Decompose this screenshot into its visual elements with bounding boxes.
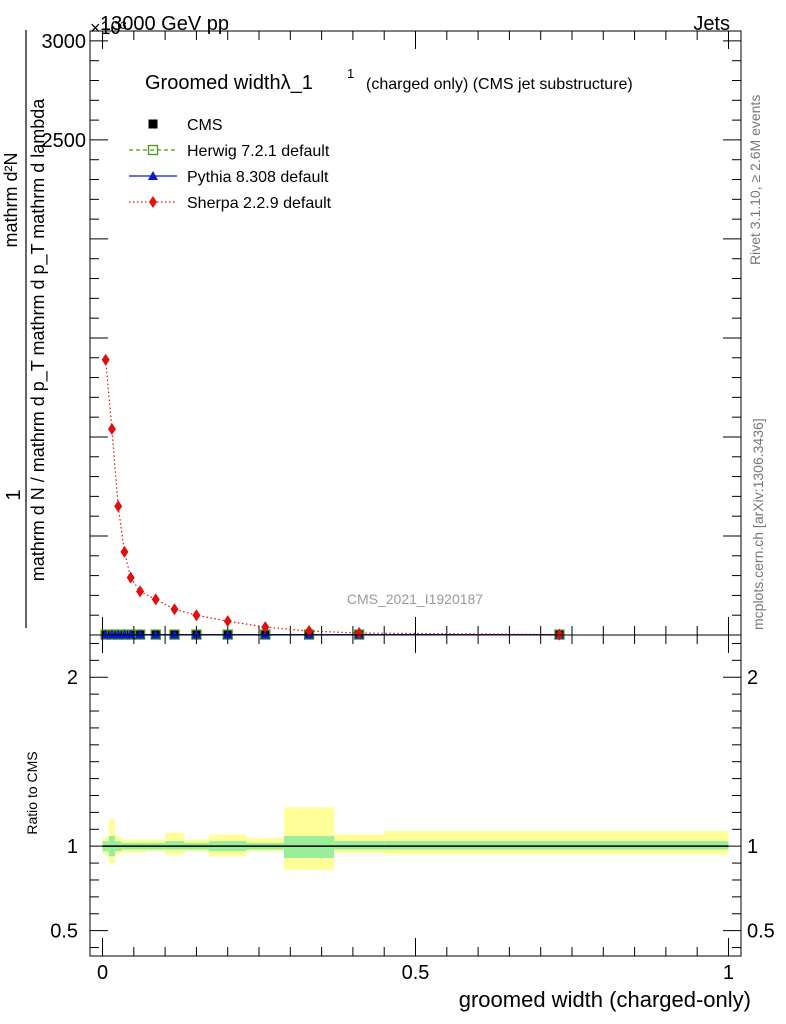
series-point xyxy=(170,603,179,616)
header-energy-label: 13000 GeV pp xyxy=(100,13,229,35)
y-axis-label-denominator: mathrm d N / mathrm d p_T mathrm d p_T m… xyxy=(28,98,49,581)
series-point xyxy=(149,196,157,208)
series-point xyxy=(106,629,117,639)
main-y-tick-label: 3000 xyxy=(42,31,87,53)
header-jets-label: Jets xyxy=(693,13,730,35)
series-line xyxy=(105,359,560,636)
series-point xyxy=(113,629,124,639)
analysis-watermark: CMS_2021_I1920187 xyxy=(347,591,483,607)
ratio-axis-ticks: 0.5 0.5 1 1 2 2 0 0.5 1 xyxy=(50,635,775,984)
series-point xyxy=(305,625,314,638)
ratio-y-tick-label-left: 1 xyxy=(67,836,78,858)
plot-title-suffix: (charged only) (CMS jet substructure) xyxy=(366,76,633,93)
series-point xyxy=(135,629,146,639)
legend-entry: Herwig 7.2.1 default xyxy=(129,143,330,160)
plot-title-superscript: 1 xyxy=(347,66,354,81)
ratio-stat-band xyxy=(165,841,184,850)
series-sherpa xyxy=(101,353,564,641)
series-point xyxy=(223,615,232,628)
y-exponent-label: ×10³ xyxy=(90,18,127,38)
legend-label: CMS xyxy=(187,117,223,134)
legend-label: Herwig 7.2.1 default xyxy=(187,143,330,160)
ratio-stat-band xyxy=(334,841,385,850)
series-point xyxy=(120,545,129,558)
series-point xyxy=(148,119,158,129)
y-axis-label-overlay: mathrm d²N xyxy=(1,152,21,247)
series-point xyxy=(100,629,111,639)
x-tick-label: 1 xyxy=(723,962,734,984)
ratio-plot-frame xyxy=(89,634,742,957)
series-point xyxy=(107,423,116,436)
ratio-y-axis-label: Ratio to CMS xyxy=(24,751,40,834)
main-series-group xyxy=(100,353,565,641)
legend-entry: Sherpa 2.2.9 default xyxy=(129,195,332,212)
ratio-y-tick-label-left: 2 xyxy=(67,667,78,689)
x-tick-label: 0.5 xyxy=(402,962,430,984)
series-point xyxy=(151,593,160,606)
series-point xyxy=(355,627,364,640)
legend-label: Pythia 8.308 default xyxy=(187,169,329,186)
plot-title: Groomed widthλ_1 xyxy=(145,72,313,94)
series-point xyxy=(101,353,110,366)
legend-entry: CMS xyxy=(148,117,223,134)
series-point xyxy=(114,500,123,513)
series-point xyxy=(119,629,130,639)
series-point xyxy=(192,609,201,622)
y-axis-label: 1 mathrm d N / mathrm d p_T mathrm d p_T… xyxy=(1,98,49,581)
series-point xyxy=(136,585,145,598)
series-point xyxy=(150,629,161,639)
legend: CMS Herwig 7.2.1 default Pythia 8.308 defa… xyxy=(129,117,332,212)
x-axis-label: groomed width (charged-only) xyxy=(459,987,751,1012)
rivet-version-label: Rivet 3.1.10, ≥ 2.6M events xyxy=(747,95,763,265)
ratio-stat-band xyxy=(284,836,335,859)
series-point xyxy=(125,629,136,639)
series-point xyxy=(148,171,158,180)
ratio-stat-band xyxy=(384,841,729,850)
series-point xyxy=(261,621,270,634)
main-y-tick-label: 2500 xyxy=(42,130,87,152)
legend-entry: Pythia 8.308 default xyxy=(129,169,329,186)
series-point xyxy=(222,629,233,639)
ratio-y-tick-label-right: 2 xyxy=(747,667,758,689)
x-tick-label: 0 xyxy=(97,962,108,984)
ratio-uncertainty-bands xyxy=(102,807,729,870)
series-point xyxy=(126,571,135,584)
series-point xyxy=(191,629,202,639)
y-axis-label-numerator: 1 xyxy=(3,489,25,500)
ratio-y-tick-label-right: 0.5 xyxy=(747,921,775,943)
legend-label: Sherpa 2.2.9 default xyxy=(187,195,332,212)
main-plot: 2500 3000 xyxy=(42,30,742,641)
series-point xyxy=(260,629,271,639)
mcplots-source-label: mcplots.cern.ch [arXiv:1306.3436] xyxy=(750,418,766,630)
ratio-plot: 0.5 0.5 1 1 2 2 0 0.5 1 xyxy=(50,634,775,984)
main-axis-ticks: 2500 3000 xyxy=(42,31,741,636)
ratio-y-tick-label-right: 1 xyxy=(747,836,758,858)
series-point xyxy=(147,144,159,156)
series-point xyxy=(169,629,180,639)
ratio-y-tick-label-left: 0.5 xyxy=(50,921,78,943)
